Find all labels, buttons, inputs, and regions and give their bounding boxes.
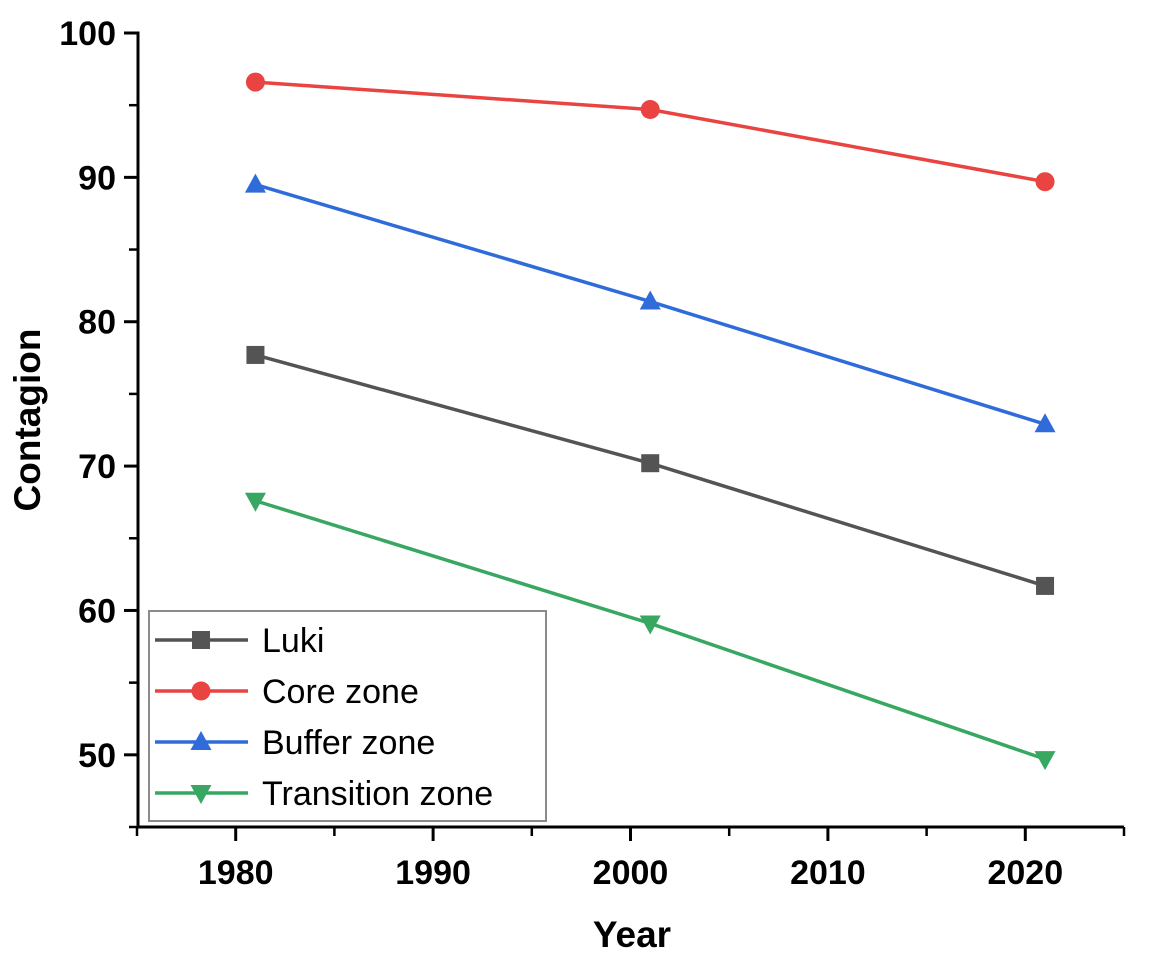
x-tick-label: 1990 <box>395 854 471 892</box>
y-axis-title: Contagion <box>7 329 48 512</box>
x-tick-label: 2000 <box>593 854 669 892</box>
legend-marker-buffer-zone <box>190 731 212 750</box>
legend-label-buffer-zone: Buffer zone <box>262 724 435 762</box>
data-point-core-zone <box>1035 172 1055 192</box>
x-axis-title: Year <box>593 914 671 955</box>
series-line-core-zone <box>255 80 1046 184</box>
data-point-luki <box>246 345 265 364</box>
legend-label-transition-zone: Transition zone <box>262 775 493 813</box>
data-point-buffer-zone <box>1034 413 1056 433</box>
y-tick-label: 50 <box>78 737 116 775</box>
legend-marker-luki <box>192 631 210 649</box>
data-point-buffer-zone <box>639 290 661 310</box>
legend-label-luki: Luki <box>262 622 324 660</box>
x-tick-label: 2020 <box>987 854 1063 892</box>
y-tick-label: 60 <box>78 592 116 630</box>
data-point-buffer-zone <box>244 173 266 193</box>
data-point-luki <box>1036 576 1055 595</box>
legend-box <box>148 610 547 822</box>
legend-marker-core-zone <box>191 681 211 701</box>
legend-label-core-zone: Core zone <box>262 673 419 711</box>
data-point-luki <box>641 454 660 473</box>
y-tick-label: 90 <box>78 159 116 197</box>
data-point-transition-zone <box>244 492 266 512</box>
data-point-core-zone <box>245 72 265 92</box>
y-tick-label: 80 <box>78 304 116 342</box>
y-tick-label: 100 <box>59 15 116 53</box>
x-tick-label: 1980 <box>198 854 274 892</box>
data-point-transition-zone <box>639 615 661 635</box>
y-tick-label: 70 <box>78 448 116 486</box>
data-point-core-zone <box>640 100 660 120</box>
x-tick-label: 2010 <box>790 854 866 892</box>
data-point-transition-zone <box>1034 751 1056 771</box>
legend-marker-transition-zone <box>190 785 212 804</box>
